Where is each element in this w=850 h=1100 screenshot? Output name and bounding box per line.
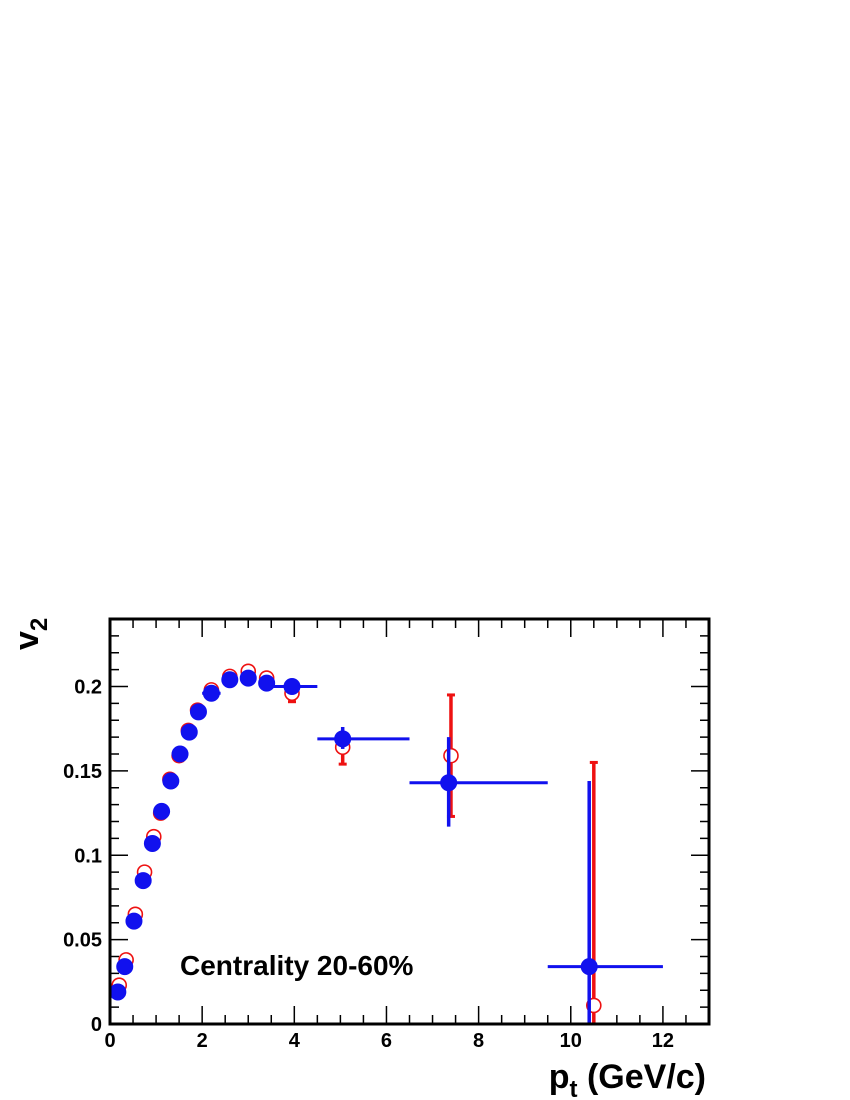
data-point-filled	[109, 983, 127, 1001]
data-point-filled	[258, 674, 276, 692]
data-point-filled	[143, 834, 161, 852]
data-point-filled	[189, 703, 207, 721]
x-axis-title-rest: (GeV/c)	[578, 1058, 706, 1096]
x-axis-title-main: p	[549, 1058, 570, 1096]
data-point-filled	[221, 671, 239, 689]
x-axis-title: pt (GeV/c)	[549, 1058, 706, 1100]
data-point-filled	[125, 912, 143, 930]
data-point-filled	[171, 745, 189, 763]
data-point-filled	[153, 802, 171, 820]
y-axis-title-sub: 2	[26, 618, 53, 631]
data-point-filled	[239, 669, 257, 687]
x-tick-label: 0	[104, 1030, 115, 1052]
data-point-filled	[283, 678, 301, 695]
y-tick-label: 0.2	[74, 677, 102, 699]
y-tick-label: 0.05	[63, 930, 102, 952]
x-tick-label: 8	[473, 1030, 484, 1052]
x-tick-label: 6	[381, 1030, 392, 1052]
x-tick-label: 10	[560, 1030, 582, 1052]
data-point-open	[443, 747, 459, 764]
x-tick-labels: 0 2 4 6 8 10 12	[104, 1030, 674, 1052]
x-axis-title-sub: t	[570, 1076, 578, 1100]
x-tick-label: 4	[289, 1030, 301, 1052]
data-point-filled	[116, 958, 134, 976]
data-point-filled	[162, 772, 180, 790]
data-point-filled	[440, 774, 458, 792]
data-point-filled	[580, 958, 598, 976]
data-point-filled	[334, 730, 352, 748]
data-point-filled	[180, 723, 198, 741]
centrality-annotation: Centrality 20-60%	[180, 950, 414, 981]
y-tick-label: 0	[91, 1014, 102, 1036]
y-axis-title: v2	[8, 618, 53, 650]
series-filled-blue-circles	[109, 669, 663, 1024]
x-tick-label: 2	[197, 1030, 208, 1052]
data-point-filled	[134, 872, 152, 890]
y-tick-label: 0.1	[74, 845, 102, 867]
y-axis-title-main: v	[8, 631, 46, 650]
y-tick-label: 0.15	[63, 761, 102, 783]
y-tick-labels: 0 0.05 0.1 0.15 0.2	[63, 677, 102, 1037]
plot-frame	[108, 617, 711, 1026]
data-point-filled	[202, 684, 220, 702]
x-tick-label: 12	[652, 1030, 674, 1052]
